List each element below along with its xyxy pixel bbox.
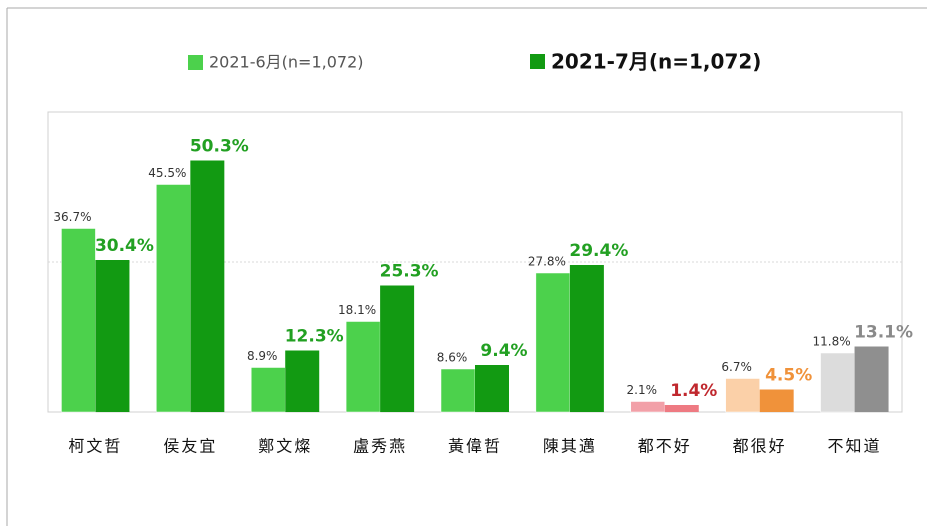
- bar: [569, 265, 604, 412]
- x-tick-label: 都不好: [638, 437, 692, 456]
- bar: [535, 272, 571, 413]
- bar: [854, 346, 889, 412]
- bar: [285, 350, 320, 412]
- value-label: 8.9%: [247, 349, 278, 363]
- legend-label: 2021-7月(n=1,072): [551, 50, 761, 74]
- value-label: 29.4%: [569, 241, 628, 261]
- bar: [190, 160, 225, 412]
- value-label: 30.4%: [95, 236, 154, 256]
- value-label: 2.1%: [627, 383, 658, 397]
- value-label: 36.7%: [53, 210, 91, 224]
- bar: [664, 405, 699, 412]
- bar: [475, 365, 509, 412]
- bar: [380, 285, 415, 412]
- value-label: 1.4%: [670, 381, 717, 401]
- bar: [156, 184, 191, 413]
- x-tick-label: 黃偉哲: [448, 437, 502, 456]
- bar: [61, 228, 96, 413]
- value-label: 25.3%: [380, 262, 439, 282]
- value-label: 4.5%: [765, 366, 812, 386]
- value-label: 27.8%: [528, 255, 566, 269]
- x-tick-label: 都很好: [733, 437, 787, 456]
- bar: [345, 321, 381, 413]
- x-tick-label: 不知道: [828, 437, 882, 456]
- x-tick-label: 柯文哲: [68, 437, 122, 456]
- value-label: 12.3%: [285, 327, 344, 347]
- value-label: 9.4%: [480, 341, 527, 361]
- value-label: 13.1%: [854, 323, 913, 343]
- bar: [759, 389, 794, 412]
- legend-swatch: [188, 55, 203, 70]
- legend-swatch: [530, 54, 545, 69]
- bar: [250, 367, 286, 413]
- value-label: 45.5%: [148, 166, 186, 180]
- value-label: 6.7%: [721, 360, 752, 374]
- legend-label: 2021-6月(n=1,072): [209, 53, 364, 72]
- bar: [725, 378, 760, 413]
- x-tick-label: 侯友宜: [163, 437, 217, 456]
- x-tick-label: 盧秀燕: [353, 437, 407, 456]
- value-label: 18.1%: [338, 303, 376, 317]
- bar: [95, 260, 130, 412]
- x-tick-label: 鄭文燦: [258, 437, 312, 456]
- value-label: 50.3%: [190, 137, 249, 157]
- bar: [440, 368, 476, 413]
- bar: [820, 352, 855, 413]
- x-tick-label: 陳其邁: [543, 437, 597, 456]
- bar: [630, 401, 666, 413]
- value-label: 8.6%: [437, 351, 468, 365]
- value-label: 11.8%: [812, 335, 850, 349]
